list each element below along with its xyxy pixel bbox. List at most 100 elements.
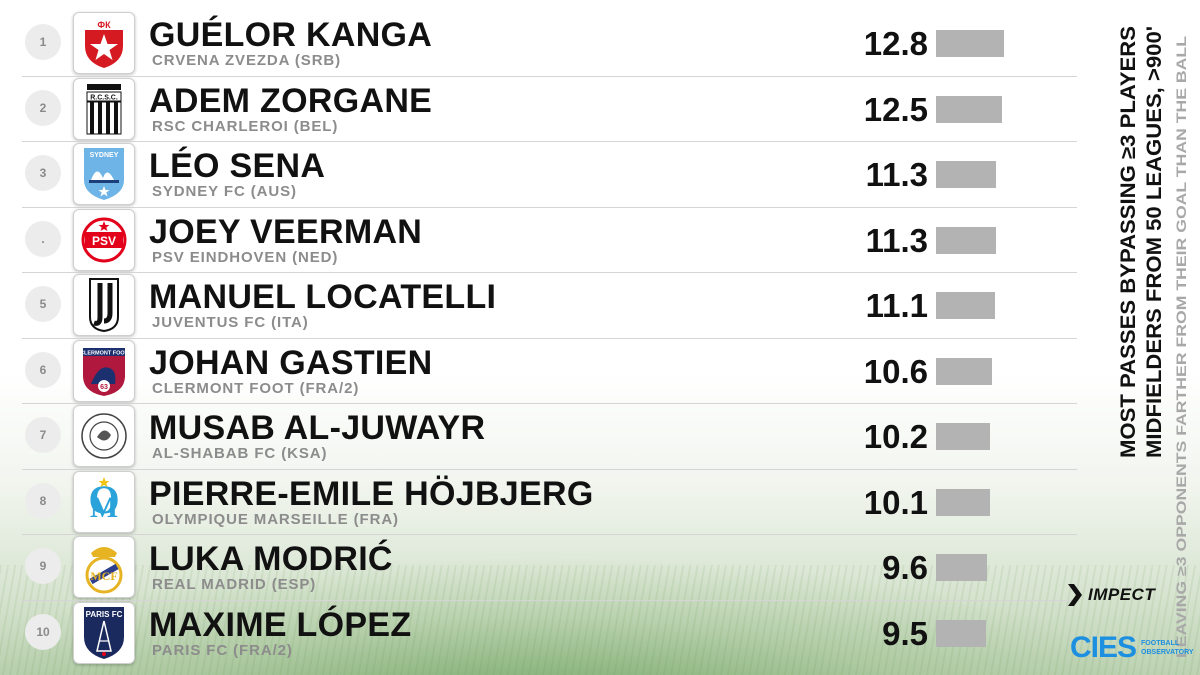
player-name: MAXIME LÓPEZ <box>149 605 412 644</box>
rank-badge: 10 <box>25 613 61 650</box>
chart-title: MOST PASSES BYPASSING ≥3 PLAYERS <box>1117 26 1140 458</box>
chart-subtitle: MIDFIELDERS FROM 50 LEAGUES, >900' <box>1143 26 1166 458</box>
data-label: 9.6 <box>882 549 928 586</box>
player-name: JOHAN GASTIEN <box>149 343 433 382</box>
club-badge <box>73 405 135 467</box>
club-name: OLYMPIQUE MARSEILLE (FRA) <box>152 510 399 528</box>
svg-text:MCF: MCF <box>90 569 117 583</box>
bar <box>936 423 991 450</box>
real-madrid-crest-icon: MCF <box>81 539 127 595</box>
cies-logo-text: CIES <box>1070 631 1137 664</box>
svg-text:PSV: PSV <box>92 234 116 248</box>
club-badge: CLERMONT FOOT 63 <box>73 339 135 402</box>
impect-logo-text: IMPECT <box>1088 585 1156 604</box>
data-label: 11.3 <box>865 156 928 193</box>
row-separator <box>22 141 1077 142</box>
data-label: 10.2 <box>863 418 928 455</box>
rank-badge: 7 <box>25 417 61 453</box>
club-badge: MCF <box>73 536 135 598</box>
rank-badge: 3 <box>25 155 61 191</box>
rank-badge: 2 <box>25 89 61 126</box>
bar <box>936 161 997 188</box>
player-name: MANUEL LOCATELLI <box>149 278 497 316</box>
club-name: PARIS FC (FRA/2) <box>152 641 293 659</box>
player-name: PIERRE-EMILE HÖJBJERG <box>149 474 594 513</box>
svg-text:R.C.S.C.: R.C.S.C. <box>90 94 118 101</box>
club-badge: PARIS FC <box>73 601 135 664</box>
club-name: REAL MADRID (ESP) <box>152 576 317 593</box>
club-name: JUVENTUS FC (ITA) <box>152 314 309 331</box>
impect-logo: IMPECT <box>1068 580 1198 610</box>
bar <box>936 226 997 254</box>
bar <box>936 554 987 581</box>
row-separator <box>22 206 1077 208</box>
sydney-fc-crest-icon: SYDNEY <box>81 146 127 202</box>
club-name: CLERMONT FOOT (FRA/2) <box>152 379 360 397</box>
club-badge <box>73 274 135 336</box>
club-name: SYDNEY FC (AUS) <box>152 183 297 200</box>
bar <box>936 488 990 516</box>
rank-badge: 6 <box>25 351 61 388</box>
row-separator <box>22 272 1077 273</box>
chart-note: LEAVING ≥3 OPPONENTS FARTHER FROM THEIR … <box>1174 36 1189 658</box>
row-separator <box>22 534 1077 535</box>
grass-texture <box>0 565 1200 675</box>
bar <box>936 292 995 319</box>
rank-badge: 5 <box>25 286 61 322</box>
rank-badge: 1 <box>25 24 61 60</box>
rank-badge: 8 <box>25 482 61 519</box>
data-label: 12.5 <box>863 90 928 128</box>
data-label: 11.3 <box>865 221 928 259</box>
club-name: RSC CHARLEROI (BEL) <box>152 117 339 135</box>
al-shabab-crest-icon <box>79 411 129 461</box>
club-badge: PSV <box>73 208 135 271</box>
chart-title-block: MOST PASSES BYPASSING ≥3 PLAYERS MIDFIEL… <box>1117 26 1166 458</box>
player-name: LÉO SENA <box>149 147 326 185</box>
row-separator <box>22 403 1077 404</box>
chart-note-block: LEAVING ≥3 OPPONENTS FARTHER FROM THEIR … <box>1174 36 1189 658</box>
bar <box>936 357 993 385</box>
player-name: LUKA MODRIĆ <box>149 540 393 578</box>
data-label: 10.6 <box>863 352 928 390</box>
rank-badge: . <box>25 220 61 257</box>
club-name: CRVENA ZVEZDA (SRB) <box>152 52 342 69</box>
juventus-crest-icon <box>84 277 124 333</box>
svg-text:SYDNEY: SYDNEY <box>90 152 119 159</box>
cies-logo: CIES FOOTBALL OBSERVATORY <box>1070 628 1195 668</box>
data-label: 10.1 <box>863 483 928 521</box>
data-label: 11.1 <box>865 287 928 324</box>
cies-tagline: FOOTBALL OBSERVATORY <box>1141 639 1194 657</box>
row-separator <box>22 337 1077 339</box>
svg-text:ФК: ФК <box>97 20 111 30</box>
club-badge: ФК <box>73 12 135 74</box>
bar <box>936 619 987 647</box>
impect-chevron-icon <box>1068 584 1082 606</box>
player-name: GUÉLOR KANGA <box>149 16 433 54</box>
row-separator <box>22 75 1077 77</box>
data-label: 9.5 <box>882 614 928 652</box>
data-label: 12.8 <box>863 25 928 62</box>
club-name: AL-SHABAB FC (KSA) <box>152 445 328 462</box>
svg-text:PARIS FC: PARIS FC <box>86 610 123 619</box>
club-badge: R.C.S.C. <box>73 77 135 140</box>
row-separator <box>22 468 1077 470</box>
club-badge: SYDNEY <box>73 143 135 205</box>
svg-text:M: M <box>90 491 118 524</box>
row-separator <box>22 599 1077 601</box>
rank-badge: 9 <box>25 548 61 584</box>
paris-fc-crest-icon: PARIS FC <box>81 605 127 661</box>
crvena-zvezda-crest-icon: ФК <box>81 16 127 70</box>
cies-tagline-line1: FOOTBALL <box>1141 640 1180 647</box>
club-name: PSV EINDHOVEN (NED) <box>152 248 339 266</box>
player-name: MUSAB AL-JUWAYR <box>149 409 486 447</box>
player-name: ADEM ZORGANE <box>149 81 433 120</box>
clermont-crest-icon: CLERMONT FOOT 63 <box>79 344 129 398</box>
cies-tagline-line2: OBSERVATORY <box>1141 649 1194 656</box>
bar <box>936 30 1004 57</box>
bar <box>936 95 1003 123</box>
psv-crest-icon: PSV <box>79 215 129 265</box>
svg-text:63: 63 <box>100 384 108 391</box>
player-name: JOEY VEERMAN <box>149 212 423 251</box>
